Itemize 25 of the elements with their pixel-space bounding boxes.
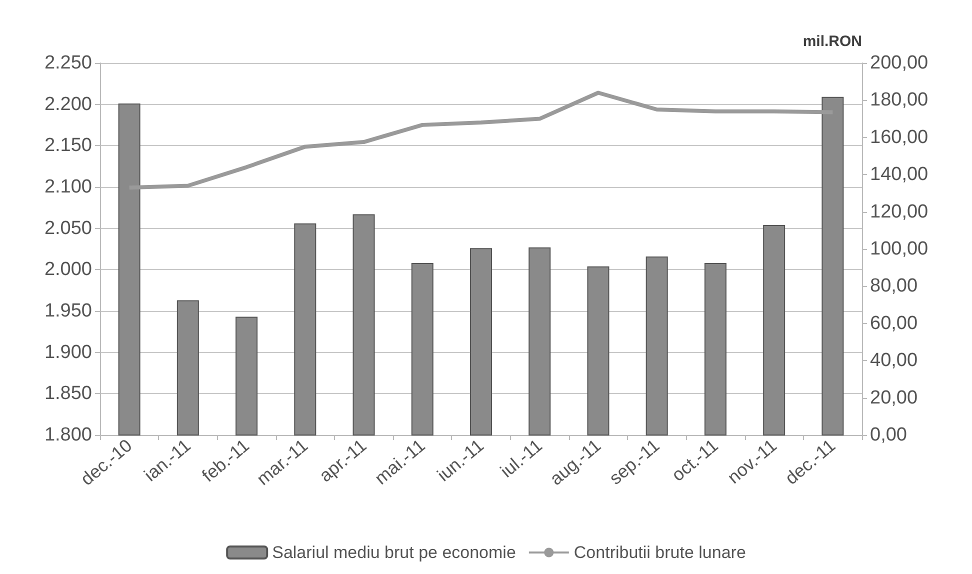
y-tick-label: 2.200 — [44, 94, 92, 115]
legend-label: Salariul mediu brut pe economie — [272, 543, 516, 562]
y2-axis-title: mil.RON — [802, 33, 862, 50]
y2-tick-label: 160,00 — [870, 126, 928, 148]
y2-tick-label: 20,00 — [870, 387, 918, 408]
y-tick-label: 1.900 — [44, 342, 92, 363]
y-tick-label: 1.800 — [44, 424, 92, 446]
y2-tick-label: 200,00 — [870, 52, 928, 74]
y2-tick-label: 0,00 — [870, 424, 907, 446]
y2-tick-label: 120,00 — [870, 201, 928, 222]
y-tick-label: 2.250 — [44, 52, 92, 74]
line-series — [127, 90, 835, 190]
y2-tick-label: 180,00 — [870, 90, 928, 111]
y-tick-label: 1.850 — [44, 383, 92, 404]
y2-tick-label: 60,00 — [870, 312, 918, 334]
y2-tick-label: 40,00 — [870, 350, 918, 372]
y-tick-label: 2.050 — [44, 218, 92, 239]
y-tick-label: 2.000 — [44, 259, 92, 280]
y-tick-label: 1.950 — [44, 300, 92, 322]
y2-tick-label: 80,00 — [870, 276, 918, 297]
y-tick-label: 2.100 — [44, 176, 92, 198]
legend-label: Contributii brute lunare — [574, 543, 746, 562]
y2-tick-label: 140,00 — [870, 164, 928, 186]
y2-tick-label: 100,00 — [870, 238, 928, 260]
y-tick-label: 2.150 — [44, 135, 92, 156]
